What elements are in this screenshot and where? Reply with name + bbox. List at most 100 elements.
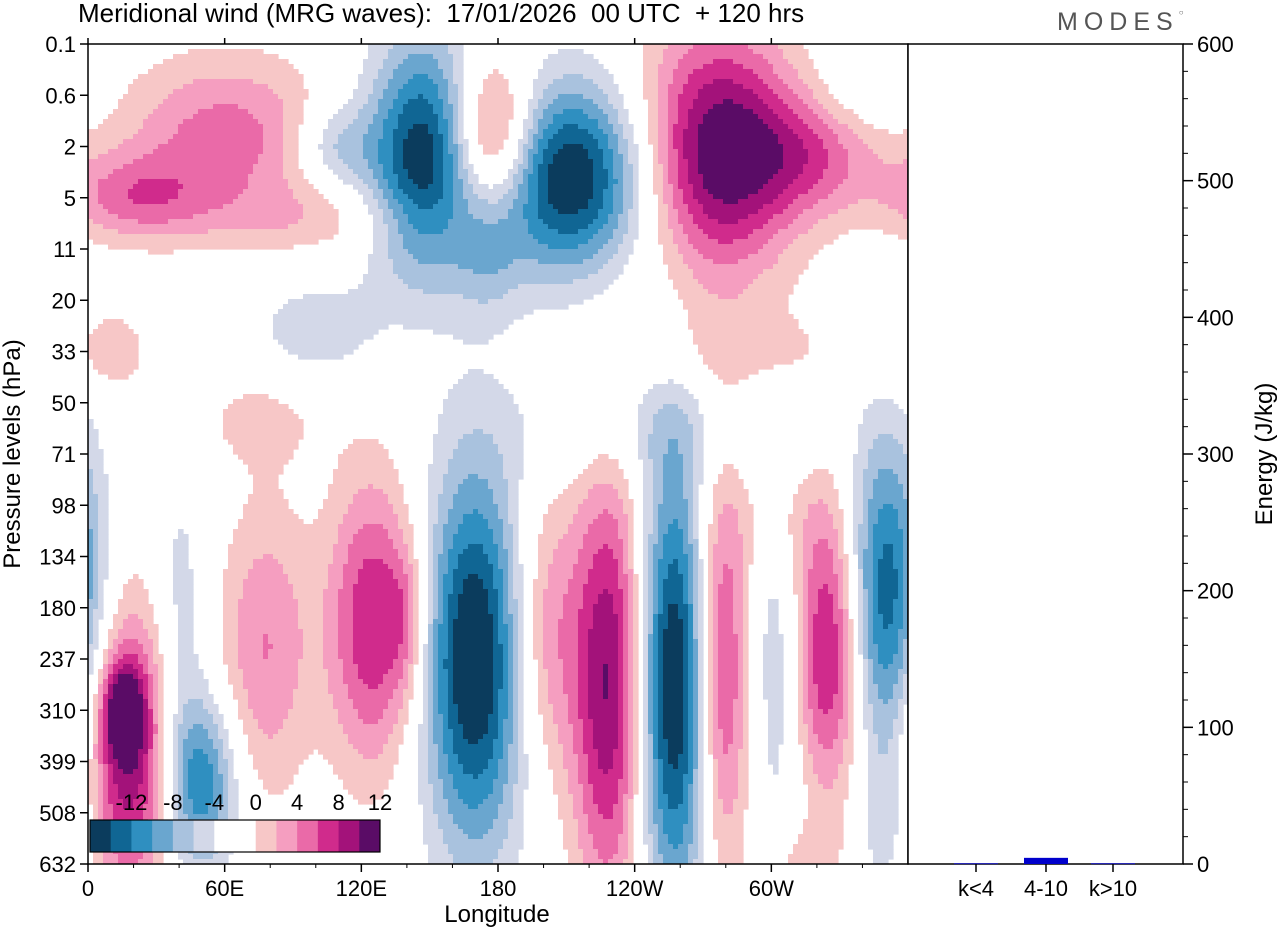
heat-cell bbox=[93, 544, 99, 550]
heat-cell bbox=[563, 534, 584, 540]
heat-cell bbox=[668, 624, 684, 630]
heat-cell bbox=[518, 724, 524, 730]
heat-cell bbox=[618, 629, 624, 635]
heat-cell bbox=[158, 789, 164, 795]
heat-cell bbox=[808, 614, 814, 620]
heat-cell bbox=[393, 214, 409, 220]
heat-cell bbox=[493, 184, 514, 190]
heat-cell bbox=[428, 184, 444, 190]
heat-cell bbox=[648, 534, 659, 540]
heat-cell bbox=[518, 149, 524, 155]
heat-cell bbox=[593, 729, 619, 735]
heat-cell bbox=[833, 594, 839, 600]
heat-cell bbox=[143, 764, 149, 770]
heat-cell bbox=[713, 494, 749, 500]
heat-cell bbox=[403, 569, 414, 575]
heat-cell bbox=[203, 724, 219, 730]
heat-cell bbox=[663, 554, 689, 560]
heat-cell bbox=[808, 649, 814, 655]
heat-cell bbox=[793, 504, 809, 510]
heat-cell bbox=[278, 309, 534, 315]
heat-cell bbox=[183, 764, 189, 770]
heat-cell bbox=[678, 289, 709, 295]
heat-cell bbox=[733, 59, 769, 65]
heat-cell bbox=[108, 674, 114, 680]
heat-cell bbox=[693, 714, 699, 720]
heat-cell bbox=[513, 559, 519, 565]
heat-cell bbox=[103, 804, 114, 810]
heat-cell bbox=[183, 749, 194, 755]
heat-cell bbox=[223, 624, 239, 630]
heat-cell bbox=[328, 489, 359, 495]
heat-cell bbox=[593, 609, 614, 615]
heat-cell bbox=[783, 154, 809, 160]
heat-cell bbox=[138, 794, 149, 800]
heat-cell bbox=[713, 744, 724, 750]
heat-cell bbox=[863, 489, 874, 495]
heat-cell bbox=[233, 449, 294, 455]
heat-cell bbox=[388, 564, 404, 570]
heat-cell bbox=[383, 129, 394, 135]
heat-cell bbox=[593, 194, 604, 200]
heat-cell bbox=[518, 599, 524, 605]
heat-cell bbox=[683, 664, 689, 670]
heat-cell bbox=[428, 464, 449, 470]
heat-cell bbox=[593, 134, 609, 140]
heat-cell bbox=[708, 704, 714, 710]
heat-cell bbox=[748, 44, 779, 50]
heat-cell bbox=[98, 754, 104, 760]
heat-cell bbox=[623, 589, 629, 595]
heat-cell bbox=[673, 134, 684, 140]
heat-cell bbox=[743, 709, 749, 715]
heat-cell bbox=[733, 609, 744, 615]
heat-cell bbox=[903, 599, 908, 605]
heat-cell bbox=[88, 614, 94, 620]
heat-cell bbox=[453, 114, 459, 120]
heat-cell bbox=[623, 739, 629, 745]
heat-cell bbox=[618, 244, 634, 250]
heat-cell bbox=[758, 94, 779, 100]
heat-cell bbox=[518, 779, 529, 785]
heat-cell bbox=[698, 349, 809, 355]
heat-cell bbox=[603, 109, 619, 115]
heat-cell bbox=[658, 794, 669, 800]
heat-cell bbox=[548, 169, 594, 175]
heat-cell bbox=[873, 674, 899, 680]
heat-cell bbox=[248, 494, 284, 500]
heat-cell bbox=[98, 584, 104, 590]
heat-cell bbox=[443, 619, 449, 625]
heat-cell bbox=[683, 194, 694, 200]
heat-cell bbox=[633, 644, 639, 650]
heat-cell bbox=[518, 744, 524, 750]
heat-cell bbox=[338, 649, 354, 655]
heat-cell bbox=[873, 729, 894, 735]
heat-cell bbox=[428, 634, 434, 640]
heat-cell bbox=[173, 769, 179, 775]
heat-cell bbox=[683, 599, 689, 605]
heat-cell bbox=[808, 84, 829, 90]
heat-cell bbox=[873, 629, 899, 635]
heat-cell bbox=[788, 59, 814, 65]
heat-cell bbox=[218, 734, 229, 740]
heat-cell bbox=[873, 484, 904, 490]
heat-cell bbox=[653, 424, 694, 430]
heat-cell bbox=[698, 589, 704, 595]
heat-cell bbox=[213, 714, 224, 720]
heat-cell bbox=[283, 344, 359, 350]
heat-cell bbox=[713, 749, 724, 755]
heat-cell bbox=[588, 154, 604, 160]
heat-cell bbox=[353, 629, 404, 635]
heat-cell bbox=[93, 534, 99, 540]
heat-cell bbox=[88, 654, 94, 660]
heat-cell bbox=[118, 644, 144, 650]
heat-cell bbox=[808, 739, 819, 745]
heat-cell bbox=[468, 474, 479, 480]
heat-cell bbox=[228, 549, 334, 555]
heat-cell bbox=[688, 534, 694, 540]
heat-cell bbox=[903, 129, 908, 135]
heat-cell bbox=[663, 674, 684, 680]
heat-cell bbox=[693, 604, 699, 610]
heat-cell bbox=[403, 704, 409, 710]
heat-cell bbox=[88, 769, 99, 775]
heat-cell bbox=[633, 169, 639, 175]
